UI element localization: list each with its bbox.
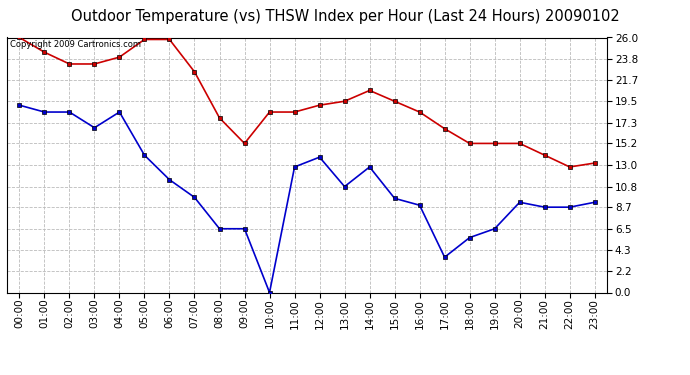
Text: Copyright 2009 Cartronics.com: Copyright 2009 Cartronics.com: [10, 40, 141, 49]
Text: Outdoor Temperature (vs) THSW Index per Hour (Last 24 Hours) 20090102: Outdoor Temperature (vs) THSW Index per …: [70, 9, 620, 24]
